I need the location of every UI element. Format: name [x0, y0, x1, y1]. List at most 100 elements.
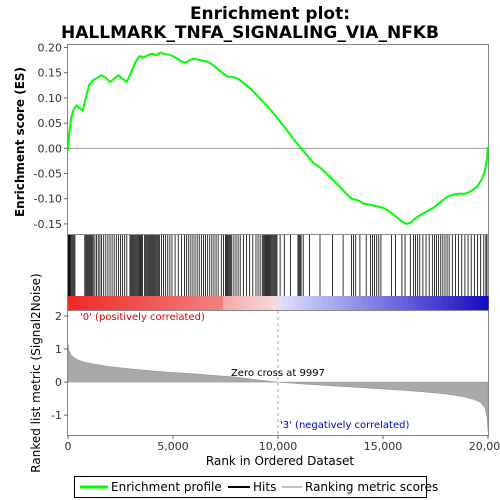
top-y-tick-label: -0.15 [34, 218, 62, 231]
rank-color-cell [348, 296, 354, 311]
rank-color-cell [168, 296, 174, 311]
rank-color-cell [473, 296, 479, 311]
rank-color-cell [218, 296, 224, 311]
bottom-y-axis-title: Ranked list metric (Signal2Noise) [29, 273, 43, 472]
negative-correlation-label: '3' (negatively correlated) [280, 420, 409, 431]
rank-color-cell [313, 296, 319, 311]
x-tick-label: 15,000 [364, 440, 403, 453]
rank-color-cell [128, 296, 134, 311]
rank-color-cell [278, 296, 284, 311]
rank-color-cell [318, 296, 324, 311]
top-panel-frame [67, 44, 489, 235]
rank-color-cell [108, 296, 114, 311]
bottom-y-tick-label: -1 [51, 409, 62, 422]
top-y-ticks: 0.20 0.15 0.10 0.05 0.00 -0.05 -0.10 -0.15 [34, 42, 68, 231]
top-y-axis-title: Enrichment score (ES) [13, 67, 27, 217]
rank-color-cell [73, 296, 79, 311]
rank-color-cell [88, 296, 94, 311]
rank-color-cell [483, 296, 489, 311]
rank-color-cell [228, 296, 234, 311]
x-tick-label: 20,000 [469, 440, 500, 453]
rank-color-cell [288, 296, 294, 311]
rank-color-cell [153, 296, 159, 311]
top-y-tick-label: 0.20 [38, 42, 63, 55]
rank-color-cell [463, 296, 469, 311]
rank-color-cell [213, 296, 219, 311]
rank-color-cell [413, 296, 419, 311]
rank-color-cell [248, 296, 254, 311]
x-axis-ticks: 0 5,000 10,000 15,000 20,000 [65, 435, 500, 453]
top-y-tick-label: 0.00 [38, 142, 63, 155]
rank-color-cell [173, 296, 179, 311]
rank-color-band [68, 296, 489, 311]
rank-color-cell [448, 296, 454, 311]
rank-color-cell [433, 296, 439, 311]
rank-color-cell [113, 296, 119, 311]
rank-color-cell [438, 296, 444, 311]
rank-color-cell [343, 296, 349, 311]
rank-color-cell [293, 296, 299, 311]
bottom-panel: 2 1 0 -1 Zero cross at 9997 '0' (positively… [29, 273, 489, 473]
x-axis-title: Rank in Ordered Dataset [206, 454, 354, 468]
bottom-y-tick-label: 2 [55, 310, 62, 323]
chart-title-line2: HALLMARK_TNFA_SIGNALING_VIA_NFKB [61, 23, 439, 43]
rank-color-cell [298, 296, 304, 311]
bottom-y-tick-label: 0 [55, 376, 62, 389]
rank-color-cell [398, 296, 404, 311]
rank-color-cell [353, 296, 359, 311]
rank-color-cell [223, 296, 229, 311]
rank-color-cell [478, 296, 484, 311]
top-y-tick-label: 0.15 [38, 67, 63, 80]
rank-color-cell [458, 296, 464, 311]
zero-cross-label: Zero cross at 9997 [231, 368, 325, 379]
rank-color-cell [388, 296, 394, 311]
hit-lines [68, 235, 488, 296]
rank-color-cell [178, 296, 184, 311]
rank-color-cell [118, 296, 124, 311]
rank-color-cell [253, 296, 259, 311]
rank-color-cell [268, 296, 274, 311]
rank-color-cell [148, 296, 154, 311]
rank-color-cell [198, 296, 204, 311]
bottom-y-tick-label: 1 [55, 343, 62, 356]
rank-color-cell [368, 296, 374, 311]
legend-hits-label: Hits [253, 480, 276, 494]
bottom-y-ticks: 2 1 0 -1 [51, 310, 68, 422]
rank-color-cell [328, 296, 334, 311]
top-y-tick-label: -0.10 [34, 193, 62, 206]
rank-color-cell [203, 296, 209, 311]
legend: Enrichment profile Hits Ranking metric s… [74, 476, 438, 498]
rank-color-cell [183, 296, 189, 311]
rank-color-cell [423, 296, 429, 311]
x-tick-label: 10,000 [259, 440, 298, 453]
rank-color-cell [98, 296, 104, 311]
top-y-tick-label: 0.05 [38, 117, 63, 130]
rank-color-cell [243, 296, 249, 311]
rank-color-cell [68, 296, 74, 311]
enrichment-profile-line [67, 51, 489, 225]
rank-color-cell [418, 296, 424, 311]
rank-color-cell [338, 296, 344, 311]
chart-title-line1: Enrichment plot: [190, 4, 350, 24]
rank-color-cell [208, 296, 214, 311]
rank-color-cell [273, 296, 279, 311]
hits-panel [67, 234, 489, 311]
rank-color-cell [333, 296, 339, 311]
rank-color-cell [363, 296, 369, 311]
rank-color-cell [453, 296, 459, 311]
rank-color-cell [393, 296, 399, 311]
rank-color-cell [443, 296, 449, 311]
top-y-tick-label: 0.10 [38, 92, 63, 105]
rank-color-cell [238, 296, 244, 311]
legend-enrichment-profile-label: Enrichment profile [111, 480, 222, 494]
rank-color-cell [233, 296, 239, 311]
rank-color-cell [308, 296, 314, 311]
rank-color-cell [303, 296, 309, 311]
rank-color-cell [358, 296, 364, 311]
rank-color-cell [83, 296, 89, 311]
rank-color-cell [283, 296, 289, 311]
x-tick-label: 5,000 [157, 440, 189, 453]
rank-color-cell [373, 296, 379, 311]
rank-color-cell [143, 296, 149, 311]
